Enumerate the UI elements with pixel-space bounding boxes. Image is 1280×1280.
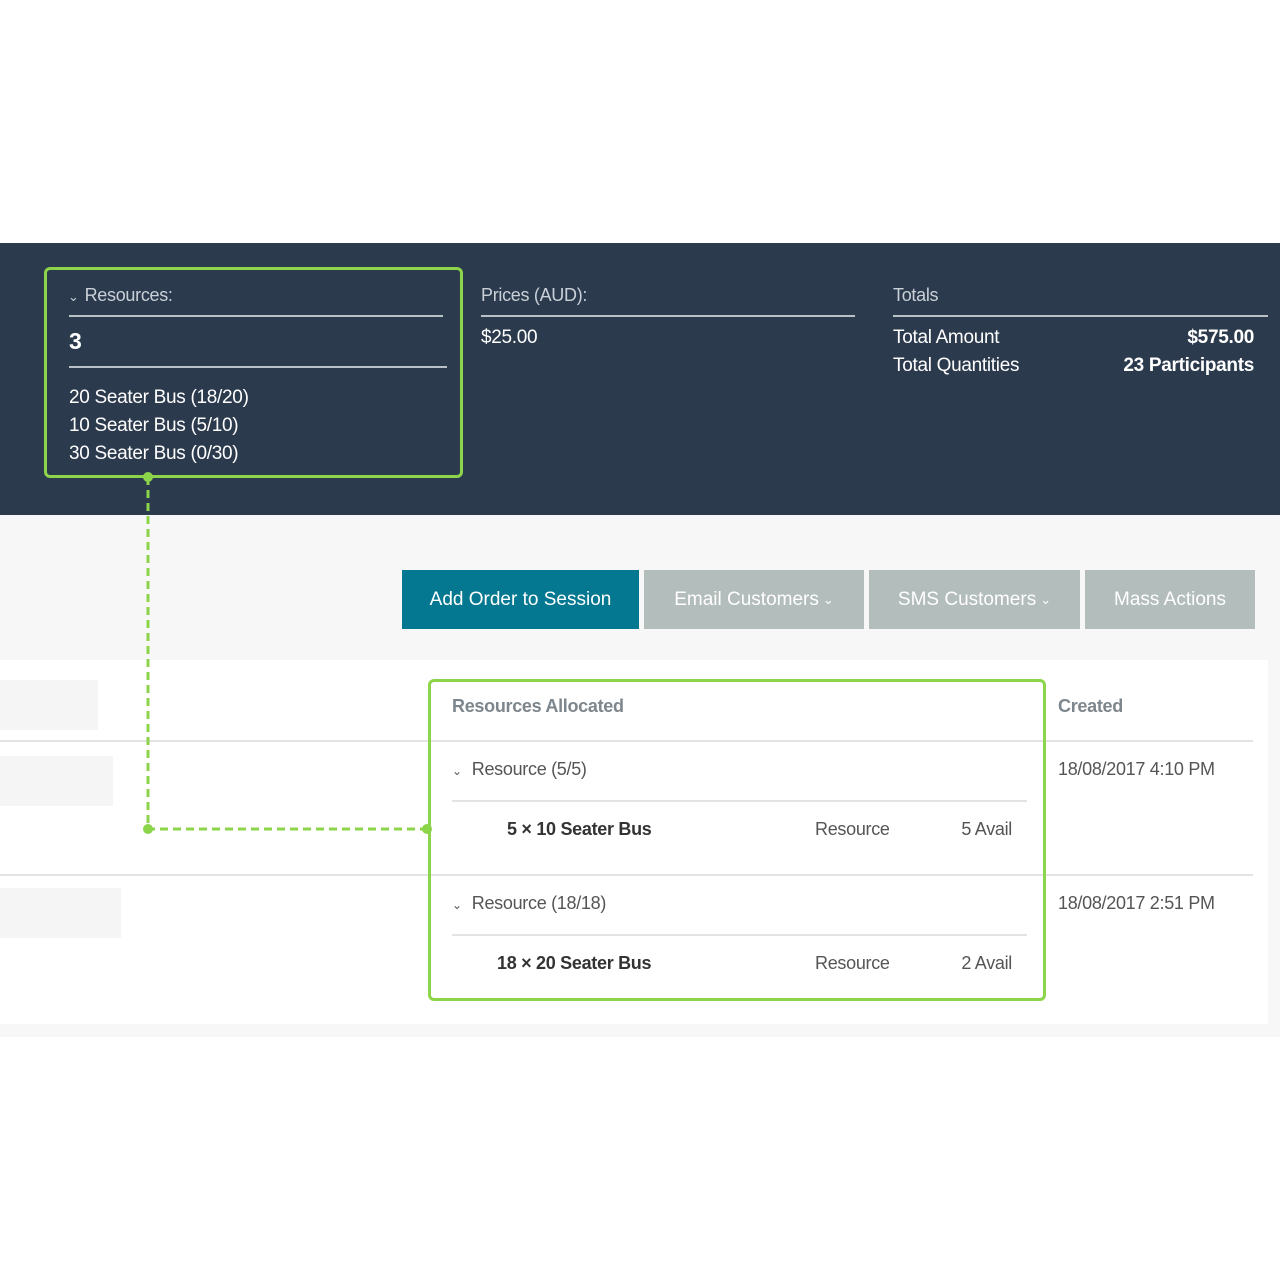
email-customers-dropdown[interactable]: Email Customers ⌄ <box>644 570 864 629</box>
resource-group-toggle[interactable]: ⌄ Resource (5/5) <box>452 759 587 779</box>
chevron-down-icon: ⌄ <box>822 591 834 607</box>
row-divider <box>0 874 1253 876</box>
total-amount-label: Total Amount <box>893 327 1000 348</box>
resource-item: 20 Seater Bus (18/20) <box>69 387 249 408</box>
resources-toggle[interactable]: ⌄ Resources: <box>68 285 173 305</box>
chevron-down-icon: ⌄ <box>452 898 462 912</box>
connector-dot <box>422 824 432 834</box>
connector-dot <box>143 472 153 482</box>
allocation-avail: 5 Avail <box>961 819 1012 839</box>
created-date: 18/08/2017 2:51 PM <box>1058 893 1215 913</box>
placeholder-cell <box>0 680 98 730</box>
add-order-button[interactable]: Add Order to Session <box>402 570 639 629</box>
resource-item: 30 Seater Bus (0/30) <box>69 443 239 464</box>
resources-highlight-box <box>44 267 463 478</box>
divider <box>69 315 443 317</box>
connector-line <box>146 477 427 831</box>
total-amount-value: $575.00 <box>1187 327 1254 348</box>
chevron-down-icon: ⌄ <box>452 764 462 778</box>
placeholder-cell <box>0 888 121 938</box>
divider <box>452 800 1027 802</box>
connector-dot <box>143 824 153 834</box>
allocation-type: Resource <box>815 953 890 973</box>
header-resources-allocated: Resources Allocated <box>452 696 624 716</box>
placeholder-cell <box>0 756 113 806</box>
orders-table <box>0 660 1268 1024</box>
allocation-avail: 2 Avail <box>961 953 1012 973</box>
session-summary-panel <box>0 243 1280 515</box>
total-quantities-label: Total Quantities <box>893 355 1020 376</box>
divider <box>481 315 855 317</box>
chevron-down-icon: ⌄ <box>1040 591 1052 607</box>
divider <box>69 366 447 368</box>
allocation-name: 5 × 10 Seater Bus <box>507 819 652 839</box>
prices-label: Prices (AUD): <box>481 285 588 305</box>
mass-actions-button[interactable]: Mass Actions <box>1085 570 1255 629</box>
resource-group-toggle[interactable]: ⌄ Resource (18/18) <box>452 893 607 913</box>
price-value: $25.00 <box>481 327 538 348</box>
allocation-type: Resource <box>815 819 890 839</box>
allocation-name: 18 × 20 Seater Bus <box>497 953 652 973</box>
totals-label: Totals <box>893 285 939 305</box>
resources-count: 3 <box>69 328 82 354</box>
sms-customers-dropdown[interactable]: SMS Customers ⌄ <box>869 570 1080 629</box>
resource-item: 10 Seater Bus (5/10) <box>69 415 239 436</box>
row-divider <box>0 740 1253 742</box>
chevron-down-icon: ⌄ <box>68 289 79 304</box>
divider <box>893 315 1268 317</box>
created-date: 18/08/2017 4:10 PM <box>1058 759 1215 779</box>
total-quantities-value: 23 Participants <box>1123 355 1254 376</box>
divider <box>452 934 1027 936</box>
resources-allocated-highlight-box <box>428 679 1046 1001</box>
header-created[interactable]: Created <box>1058 696 1123 716</box>
